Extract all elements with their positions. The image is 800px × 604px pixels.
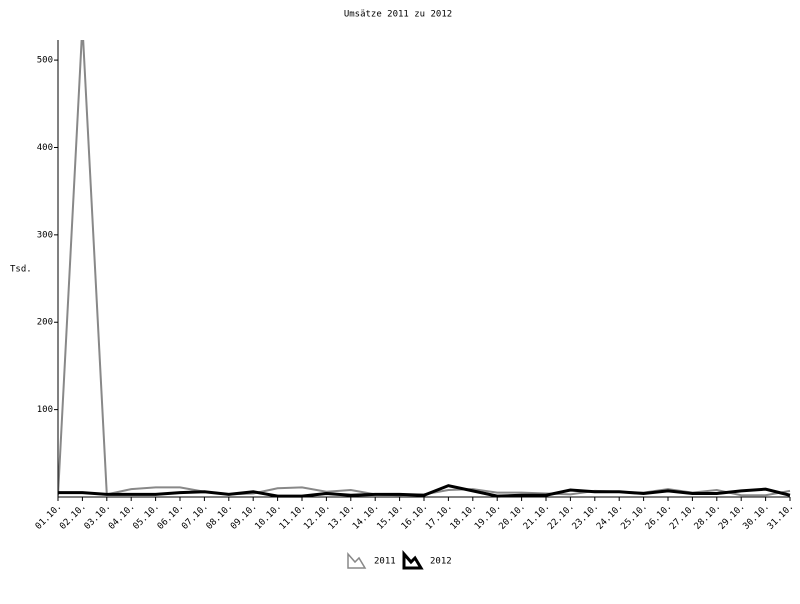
legend-label: 2011 [374,557,396,567]
y-tick-label: 300 [37,230,53,240]
x-tick-label: 21.10. [522,502,552,532]
x-tick-label: 24.10. [595,502,625,532]
x-tick-label: 07.10. [180,502,210,532]
series-line [58,484,791,498]
x-tick-label: 26.10. [644,502,674,532]
x-tick-label: 01.10. [34,502,64,532]
chart-title: Umsätze 2011 zu 2012 [344,10,452,20]
y-tick-label: 200 [37,318,53,328]
plot-area [58,40,791,498]
x-tick-label: 20.10. [497,502,527,532]
x-tick-label: 29.10. [717,502,747,532]
x-tick-label: 11.10. [278,502,308,532]
x-tick-label: 14.10. [351,502,381,532]
x-tick-label: 27.10. [668,502,698,532]
x-tick-label: 10.10. [253,502,283,532]
legend-icon [402,550,424,570]
y-tick-label: 100 [37,405,53,415]
y-axis-label: Tsd. [10,265,32,275]
x-tick-label: 15.10. [375,502,405,532]
x-tick-label: 22.10. [546,502,576,532]
x-tick-label: 09.10. [229,502,259,532]
x-tick-label: 16.10. [400,502,430,532]
legend-icon [347,552,367,569]
y-tick-label: 500 [37,56,53,66]
x-tick-label: 05.10. [131,502,161,532]
x-tick-label: 12.10. [302,502,332,532]
legend-label: 2012 [430,557,452,567]
x-tick-label: 19.10. [473,502,503,532]
series-line [58,40,791,497]
x-tick-label: 06.10. [156,502,186,532]
x-tick-label: 25.10. [619,502,649,532]
y-tick-label: 400 [37,143,53,153]
x-tick-label: 02.10. [58,502,88,532]
x-tick-label: 04.10. [107,502,137,532]
x-tick-label: 30.10. [741,502,771,532]
x-tick-label: 31.10. [766,502,796,532]
x-tick-label: 17.10. [424,502,454,532]
